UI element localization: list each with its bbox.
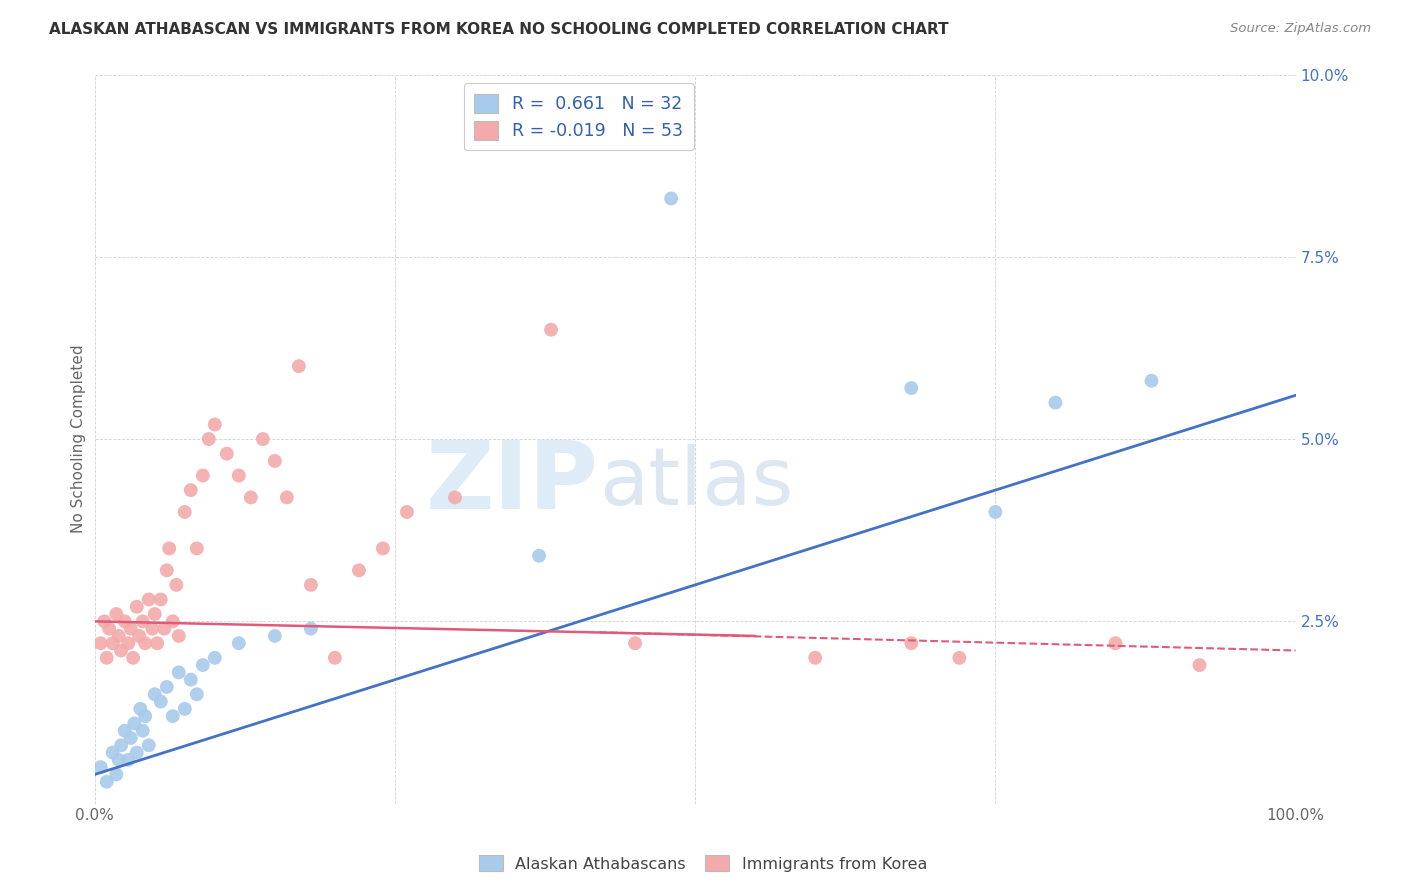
Point	[276, 491, 298, 505]
Point	[204, 650, 226, 665]
Point	[288, 359, 311, 373]
Point	[114, 723, 136, 738]
Text: ALASKAN ATHABASCAN VS IMMIGRANTS FROM KOREA NO SCHOOLING COMPLETED CORRELATION C: ALASKAN ATHABASCAN VS IMMIGRANTS FROM KO…	[49, 22, 949, 37]
Point	[98, 622, 121, 636]
Point	[143, 607, 166, 621]
Point	[128, 629, 150, 643]
Point	[395, 505, 418, 519]
Point	[186, 687, 208, 701]
Point	[204, 417, 226, 432]
Point	[134, 636, 156, 650]
Text: ZIP: ZIP	[426, 437, 599, 529]
Point	[138, 739, 160, 753]
Point	[107, 753, 129, 767]
Point	[900, 381, 922, 395]
Point	[90, 760, 112, 774]
Point	[105, 607, 128, 621]
Point	[122, 650, 145, 665]
Point	[1188, 658, 1211, 673]
Point	[101, 746, 124, 760]
Point	[143, 687, 166, 701]
Point	[110, 739, 132, 753]
Point	[90, 636, 112, 650]
Point	[129, 702, 152, 716]
Point	[124, 716, 146, 731]
Point	[540, 323, 562, 337]
Point	[347, 563, 370, 577]
Point	[299, 622, 322, 636]
Point	[900, 636, 922, 650]
Point	[1104, 636, 1126, 650]
Legend: Alaskan Athabascans, Immigrants from Korea: Alaskan Athabascans, Immigrants from Kor…	[471, 847, 935, 880]
Point	[125, 599, 148, 614]
Point	[117, 753, 139, 767]
Point	[215, 447, 238, 461]
Point	[156, 680, 179, 694]
Point	[948, 650, 970, 665]
Point	[659, 191, 682, 205]
Point	[93, 615, 115, 629]
Point	[167, 629, 190, 643]
Point	[141, 622, 163, 636]
Point	[107, 629, 129, 643]
Point	[1045, 395, 1067, 409]
Point	[198, 432, 221, 446]
Point	[146, 636, 169, 650]
Point	[263, 454, 285, 468]
Point	[180, 483, 202, 497]
Point	[114, 615, 136, 629]
Point	[228, 468, 250, 483]
Point	[173, 702, 195, 716]
Point	[153, 622, 176, 636]
Point	[125, 746, 148, 760]
Point	[186, 541, 208, 556]
Legend: R =  0.661   N = 32, R = -0.019   N = 53: R = 0.661 N = 32, R = -0.019 N = 53	[464, 83, 693, 151]
Point	[228, 636, 250, 650]
Point	[138, 592, 160, 607]
Point	[444, 491, 467, 505]
Point	[132, 615, 155, 629]
Point	[239, 491, 262, 505]
Point	[263, 629, 285, 643]
Point	[804, 650, 827, 665]
Point	[117, 636, 139, 650]
Point	[134, 709, 156, 723]
Point	[105, 767, 128, 781]
Point	[157, 541, 180, 556]
Point	[624, 636, 647, 650]
Point	[984, 505, 1007, 519]
Point	[96, 774, 118, 789]
Point	[191, 658, 214, 673]
Point	[156, 563, 179, 577]
Point	[180, 673, 202, 687]
Point	[120, 731, 142, 745]
Text: Source: ZipAtlas.com: Source: ZipAtlas.com	[1230, 22, 1371, 36]
Point	[299, 578, 322, 592]
Point	[162, 615, 184, 629]
Point	[371, 541, 394, 556]
Point	[149, 592, 172, 607]
Point	[96, 650, 118, 665]
Y-axis label: No Schooling Completed: No Schooling Completed	[72, 344, 86, 533]
Point	[149, 694, 172, 708]
Point	[110, 643, 132, 657]
Point	[162, 709, 184, 723]
Point	[173, 505, 195, 519]
Point	[191, 468, 214, 483]
Point	[101, 636, 124, 650]
Point	[1140, 374, 1163, 388]
Point	[165, 578, 187, 592]
Point	[167, 665, 190, 680]
Point	[120, 622, 142, 636]
Point	[252, 432, 274, 446]
Point	[132, 723, 155, 738]
Point	[323, 650, 346, 665]
Text: atlas: atlas	[599, 444, 793, 522]
Point	[527, 549, 550, 563]
